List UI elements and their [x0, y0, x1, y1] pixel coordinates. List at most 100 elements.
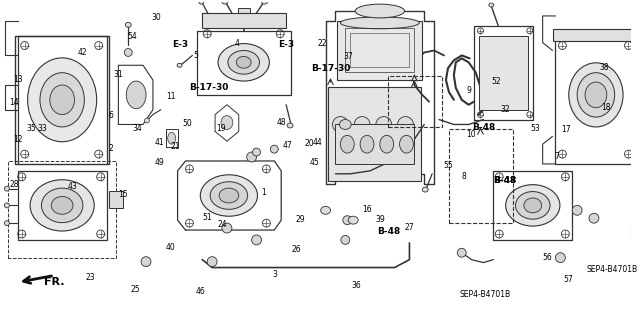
- Text: 20: 20: [305, 139, 314, 148]
- Ellipse shape: [168, 132, 175, 144]
- Ellipse shape: [399, 135, 413, 153]
- Text: 6: 6: [108, 111, 113, 120]
- Text: 33: 33: [37, 124, 47, 133]
- Text: 1: 1: [262, 188, 266, 197]
- Ellipse shape: [200, 175, 257, 216]
- Ellipse shape: [228, 50, 259, 74]
- Text: 39: 39: [375, 215, 385, 224]
- Ellipse shape: [380, 135, 394, 153]
- Text: 49: 49: [155, 158, 164, 167]
- Text: 21: 21: [171, 142, 180, 152]
- Ellipse shape: [221, 115, 233, 130]
- Text: 18: 18: [601, 103, 611, 112]
- Text: 47: 47: [282, 141, 292, 150]
- Ellipse shape: [253, 148, 260, 156]
- Text: 27: 27: [405, 223, 415, 232]
- Ellipse shape: [4, 186, 10, 191]
- Text: 7: 7: [554, 152, 559, 161]
- Ellipse shape: [556, 253, 565, 263]
- Ellipse shape: [126, 81, 146, 109]
- Text: 46: 46: [196, 287, 205, 296]
- Ellipse shape: [50, 85, 74, 115]
- Text: 15: 15: [118, 190, 128, 199]
- Ellipse shape: [40, 73, 84, 127]
- Text: 19: 19: [216, 123, 226, 132]
- Text: 42: 42: [77, 48, 87, 57]
- Text: 23: 23: [86, 273, 95, 282]
- Ellipse shape: [577, 73, 614, 117]
- Text: 11: 11: [166, 92, 175, 101]
- Text: 35: 35: [27, 123, 36, 132]
- Text: 51: 51: [202, 213, 212, 222]
- Text: 2: 2: [108, 144, 113, 153]
- Text: 5: 5: [193, 51, 198, 60]
- Text: E-3: E-3: [172, 40, 188, 49]
- Bar: [337, 21, 422, 80]
- Circle shape: [397, 116, 413, 132]
- Text: 55: 55: [444, 161, 453, 170]
- Text: 8: 8: [461, 172, 467, 181]
- Ellipse shape: [321, 206, 330, 214]
- Ellipse shape: [4, 221, 10, 226]
- Text: 12: 12: [13, 135, 22, 144]
- Text: B-48: B-48: [493, 176, 516, 185]
- Ellipse shape: [252, 235, 262, 245]
- Ellipse shape: [572, 205, 582, 215]
- Bar: [639, 175, 640, 256]
- Ellipse shape: [262, 0, 268, 4]
- Ellipse shape: [569, 63, 623, 127]
- Text: 37: 37: [343, 52, 353, 61]
- Circle shape: [376, 116, 392, 132]
- Ellipse shape: [343, 216, 352, 225]
- Text: 44: 44: [313, 138, 323, 147]
- Circle shape: [333, 116, 348, 132]
- Ellipse shape: [236, 56, 251, 68]
- Text: FR.: FR.: [44, 277, 65, 287]
- Ellipse shape: [458, 248, 466, 257]
- Ellipse shape: [246, 152, 257, 162]
- Text: 30: 30: [151, 13, 161, 22]
- Text: 24: 24: [218, 219, 227, 228]
- Bar: [552, 29, 639, 41]
- Text: 36: 36: [352, 281, 362, 290]
- Text: 50: 50: [182, 119, 192, 128]
- Text: 13: 13: [13, 75, 22, 84]
- Ellipse shape: [4, 203, 10, 208]
- Ellipse shape: [145, 118, 150, 123]
- Text: 26: 26: [292, 245, 301, 254]
- Text: 14: 14: [9, 98, 19, 108]
- Text: 40: 40: [166, 243, 175, 252]
- Ellipse shape: [177, 63, 182, 67]
- Text: 56: 56: [543, 253, 552, 262]
- Ellipse shape: [489, 3, 494, 7]
- Text: 3: 3: [272, 270, 277, 279]
- Bar: [449, 130, 513, 223]
- Text: 57: 57: [563, 275, 573, 284]
- Ellipse shape: [125, 22, 131, 27]
- Text: B-17-30: B-17-30: [311, 64, 350, 73]
- Ellipse shape: [355, 4, 404, 18]
- Ellipse shape: [348, 216, 358, 224]
- Text: 41: 41: [155, 138, 164, 147]
- Bar: [388, 76, 442, 127]
- Text: 43: 43: [68, 182, 77, 191]
- Text: 31: 31: [113, 70, 123, 79]
- Ellipse shape: [340, 135, 354, 153]
- Text: 4: 4: [234, 39, 239, 48]
- Ellipse shape: [218, 44, 269, 81]
- Bar: [350, 33, 410, 67]
- Bar: [479, 36, 528, 110]
- Bar: [335, 124, 414, 164]
- Ellipse shape: [287, 123, 293, 128]
- Bar: [328, 87, 421, 181]
- Text: 17: 17: [561, 125, 572, 134]
- Text: 48: 48: [276, 118, 286, 127]
- Ellipse shape: [339, 120, 351, 130]
- Ellipse shape: [341, 235, 349, 244]
- Bar: [346, 28, 414, 72]
- Text: 32: 32: [500, 105, 510, 114]
- Text: 22: 22: [317, 39, 327, 48]
- Text: 38: 38: [600, 63, 609, 72]
- Ellipse shape: [199, 0, 204, 4]
- Ellipse shape: [42, 188, 83, 223]
